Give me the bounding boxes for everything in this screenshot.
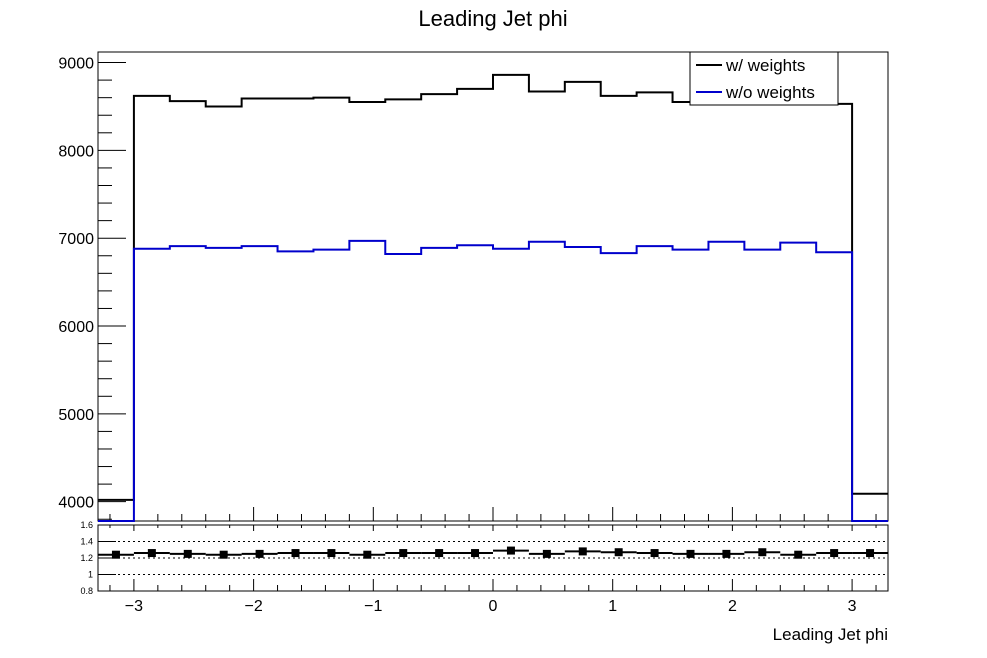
ratio-point (686, 549, 695, 558)
x-tick-label: 0 (489, 598, 498, 615)
x-tick-label: 2 (728, 598, 737, 615)
y-tick-label: 5000 (58, 407, 94, 424)
x-axis-label: Leading Jet phi (773, 625, 888, 644)
legend-label: w/ weights (725, 56, 805, 75)
chart-title: Leading Jet phi (418, 6, 567, 31)
legend-box (689, 51, 839, 106)
ratio-point (327, 549, 336, 558)
ratio-point (363, 550, 372, 559)
x-tick-label: −2 (244, 598, 262, 615)
x-tick-label: −1 (364, 598, 382, 615)
ratio-point (471, 549, 480, 558)
ratio-point (111, 550, 120, 559)
y-tick-label: 8000 (58, 143, 94, 160)
ratio-point (722, 549, 731, 558)
ratio-point (578, 547, 587, 556)
x-tick-label: −3 (125, 598, 143, 615)
x-tick-label: 3 (848, 598, 857, 615)
ratio-point (291, 549, 300, 558)
ratio-point (399, 549, 408, 558)
ratio-point (435, 549, 444, 558)
ratio-point (219, 550, 228, 559)
ratio-panel: 0.8 1 1.2 1.4 1.6 −3 −2 −1 0 1 2 3 (80, 520, 889, 615)
ratio-point (255, 549, 264, 558)
ratio-y-tick-label: 1.4 (80, 537, 93, 547)
ratio-point (147, 549, 156, 558)
histogram-series-unweighted (98, 239, 888, 522)
x-tick-label: 1 (608, 598, 617, 615)
y-tick-label: 7000 (58, 231, 94, 248)
ratio-point (183, 549, 192, 558)
y-tick-label: 9000 (58, 56, 94, 73)
ratio-point (506, 546, 515, 555)
ratio-point (866, 549, 875, 558)
main-plot-frame (97, 51, 889, 522)
ratio-y-tick-label: 1.2 (80, 553, 93, 563)
legend: w/ weights w/o weights (689, 51, 839, 106)
ratio-point (650, 549, 659, 558)
ratio-y-tick-label: 0.8 (80, 586, 93, 596)
ratio-point (758, 548, 767, 557)
legend-label: w/o weights (725, 83, 815, 102)
ratio-point (830, 549, 839, 558)
y-tick-label: 6000 (58, 319, 94, 336)
ratio-y-tick-label: 1.6 (80, 520, 93, 530)
ratio-point (614, 548, 623, 557)
ratio-point (542, 549, 551, 558)
main-histogram-panel: 4000 5000 6000 7000 8000 9000 (58, 51, 889, 522)
ratio-point (794, 550, 803, 559)
y-tick-label: 4000 (58, 495, 94, 512)
histogram-series-weighted (98, 73, 888, 501)
ratio-y-tick-label: 1 (88, 570, 93, 580)
